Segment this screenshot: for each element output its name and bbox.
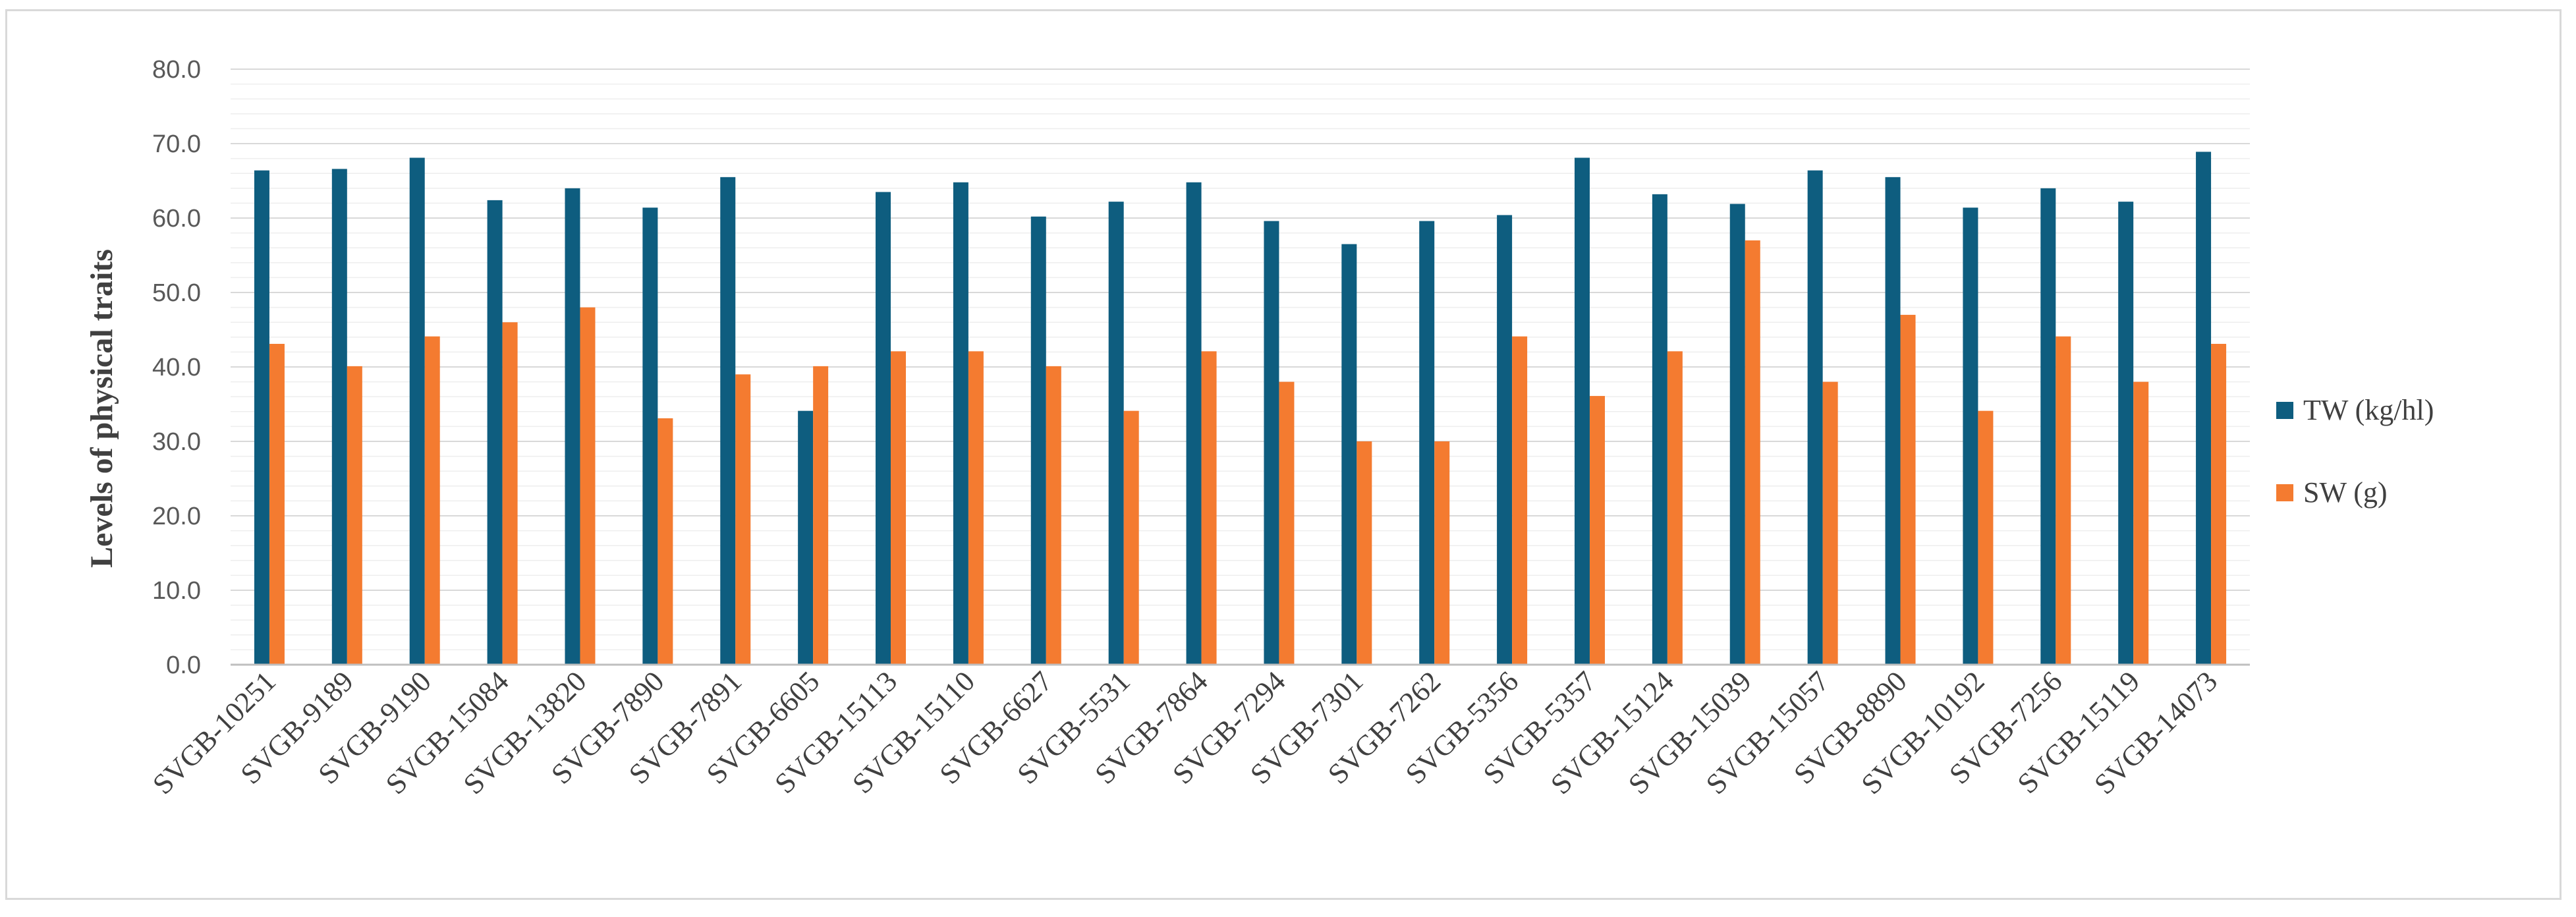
- gridlines: [231, 69, 2250, 665]
- bar-tw: [720, 177, 736, 665]
- bar-tw: [798, 410, 814, 665]
- bar-tw: [1341, 244, 1357, 665]
- y-tick-label: 80.0: [152, 56, 201, 84]
- bar-sw: [1434, 441, 1450, 665]
- bar-sw: [2133, 381, 2149, 665]
- bar-tw: [1574, 157, 1590, 665]
- bar-sw: [2211, 343, 2227, 665]
- y-tick-label: 0.0: [166, 652, 201, 679]
- bar-tw: [2040, 188, 2056, 665]
- bar-sw: [1123, 410, 1139, 665]
- bar-tw: [1652, 194, 1667, 665]
- bar-sw: [1745, 240, 1760, 665]
- bar-tw: [1963, 208, 1978, 665]
- bar-sw: [502, 322, 518, 665]
- bar-sw: [1201, 351, 1217, 665]
- bar-sw: [735, 374, 751, 665]
- y-tick-labels: 0.0 10.0 20.0 30.0 40.0 50.0 60.0 70.0 80.0: [152, 56, 201, 679]
- bar-sw: [1046, 366, 1061, 665]
- y-tick-label: 20.0: [152, 503, 201, 530]
- y-axis-label: Levels of physical traits: [84, 249, 119, 568]
- bar-sw: [580, 307, 596, 665]
- bar-sw: [1667, 351, 1683, 665]
- y-tick-label: 60.0: [152, 205, 201, 233]
- legend-label-sw: SW (g): [2303, 476, 2388, 509]
- bars: [254, 152, 2227, 665]
- legend-swatch-tw: [2276, 402, 2293, 419]
- x-tick-labels: SVGB-10251SVGB-9189SVGB-9190SVGB-15084SV…: [146, 665, 2224, 800]
- bar-sw: [1900, 314, 1916, 665]
- legend: TW (kg/hl) SW (g): [2276, 394, 2434, 509]
- bar-sw: [891, 351, 907, 665]
- bar-sw: [1357, 441, 1372, 665]
- y-tick-label: 50.0: [152, 279, 201, 307]
- bar-sw: [813, 366, 829, 665]
- bar-tw: [254, 170, 269, 665]
- bar-sw: [2056, 336, 2071, 665]
- bar-tw: [331, 169, 347, 665]
- bar-tw: [409, 157, 425, 665]
- bar-tw: [1497, 215, 1513, 665]
- bar-tw: [2196, 152, 2212, 665]
- bar-tw: [1186, 182, 1202, 665]
- bar-sw: [1822, 381, 1838, 665]
- bar-tw: [1807, 170, 1823, 665]
- y-tick-label: 10.0: [152, 577, 201, 605]
- legend-label-tw: TW (kg/hl): [2303, 394, 2434, 426]
- bar-tw: [953, 182, 968, 665]
- bar-tw: [1729, 204, 1745, 665]
- bar-sw: [1978, 410, 1994, 665]
- bar-sw: [1589, 396, 1605, 665]
- bar-sw: [658, 418, 673, 665]
- bar-tw: [876, 192, 891, 665]
- bar-tw: [487, 200, 503, 665]
- bar-tw: [1108, 202, 1124, 665]
- bar-sw: [347, 366, 362, 665]
- bar-sw: [269, 343, 285, 665]
- y-tick-label: 30.0: [152, 428, 201, 456]
- y-tick-label: 40.0: [152, 354, 201, 381]
- bar-tw: [642, 208, 658, 665]
- bar-sw: [424, 336, 440, 665]
- legend-swatch-sw: [2276, 484, 2293, 501]
- bar-sw: [968, 351, 984, 665]
- bar-tw: [1885, 177, 1901, 665]
- y-tick-label: 70.0: [152, 130, 201, 158]
- bar-tw: [1419, 221, 1435, 665]
- bar-tw: [1264, 221, 1279, 665]
- bar-sw: [1279, 381, 1295, 665]
- bar-tw: [2118, 202, 2134, 665]
- bar-sw: [1512, 336, 1528, 665]
- bar-tw: [565, 188, 580, 665]
- bar-tw: [1030, 216, 1046, 665]
